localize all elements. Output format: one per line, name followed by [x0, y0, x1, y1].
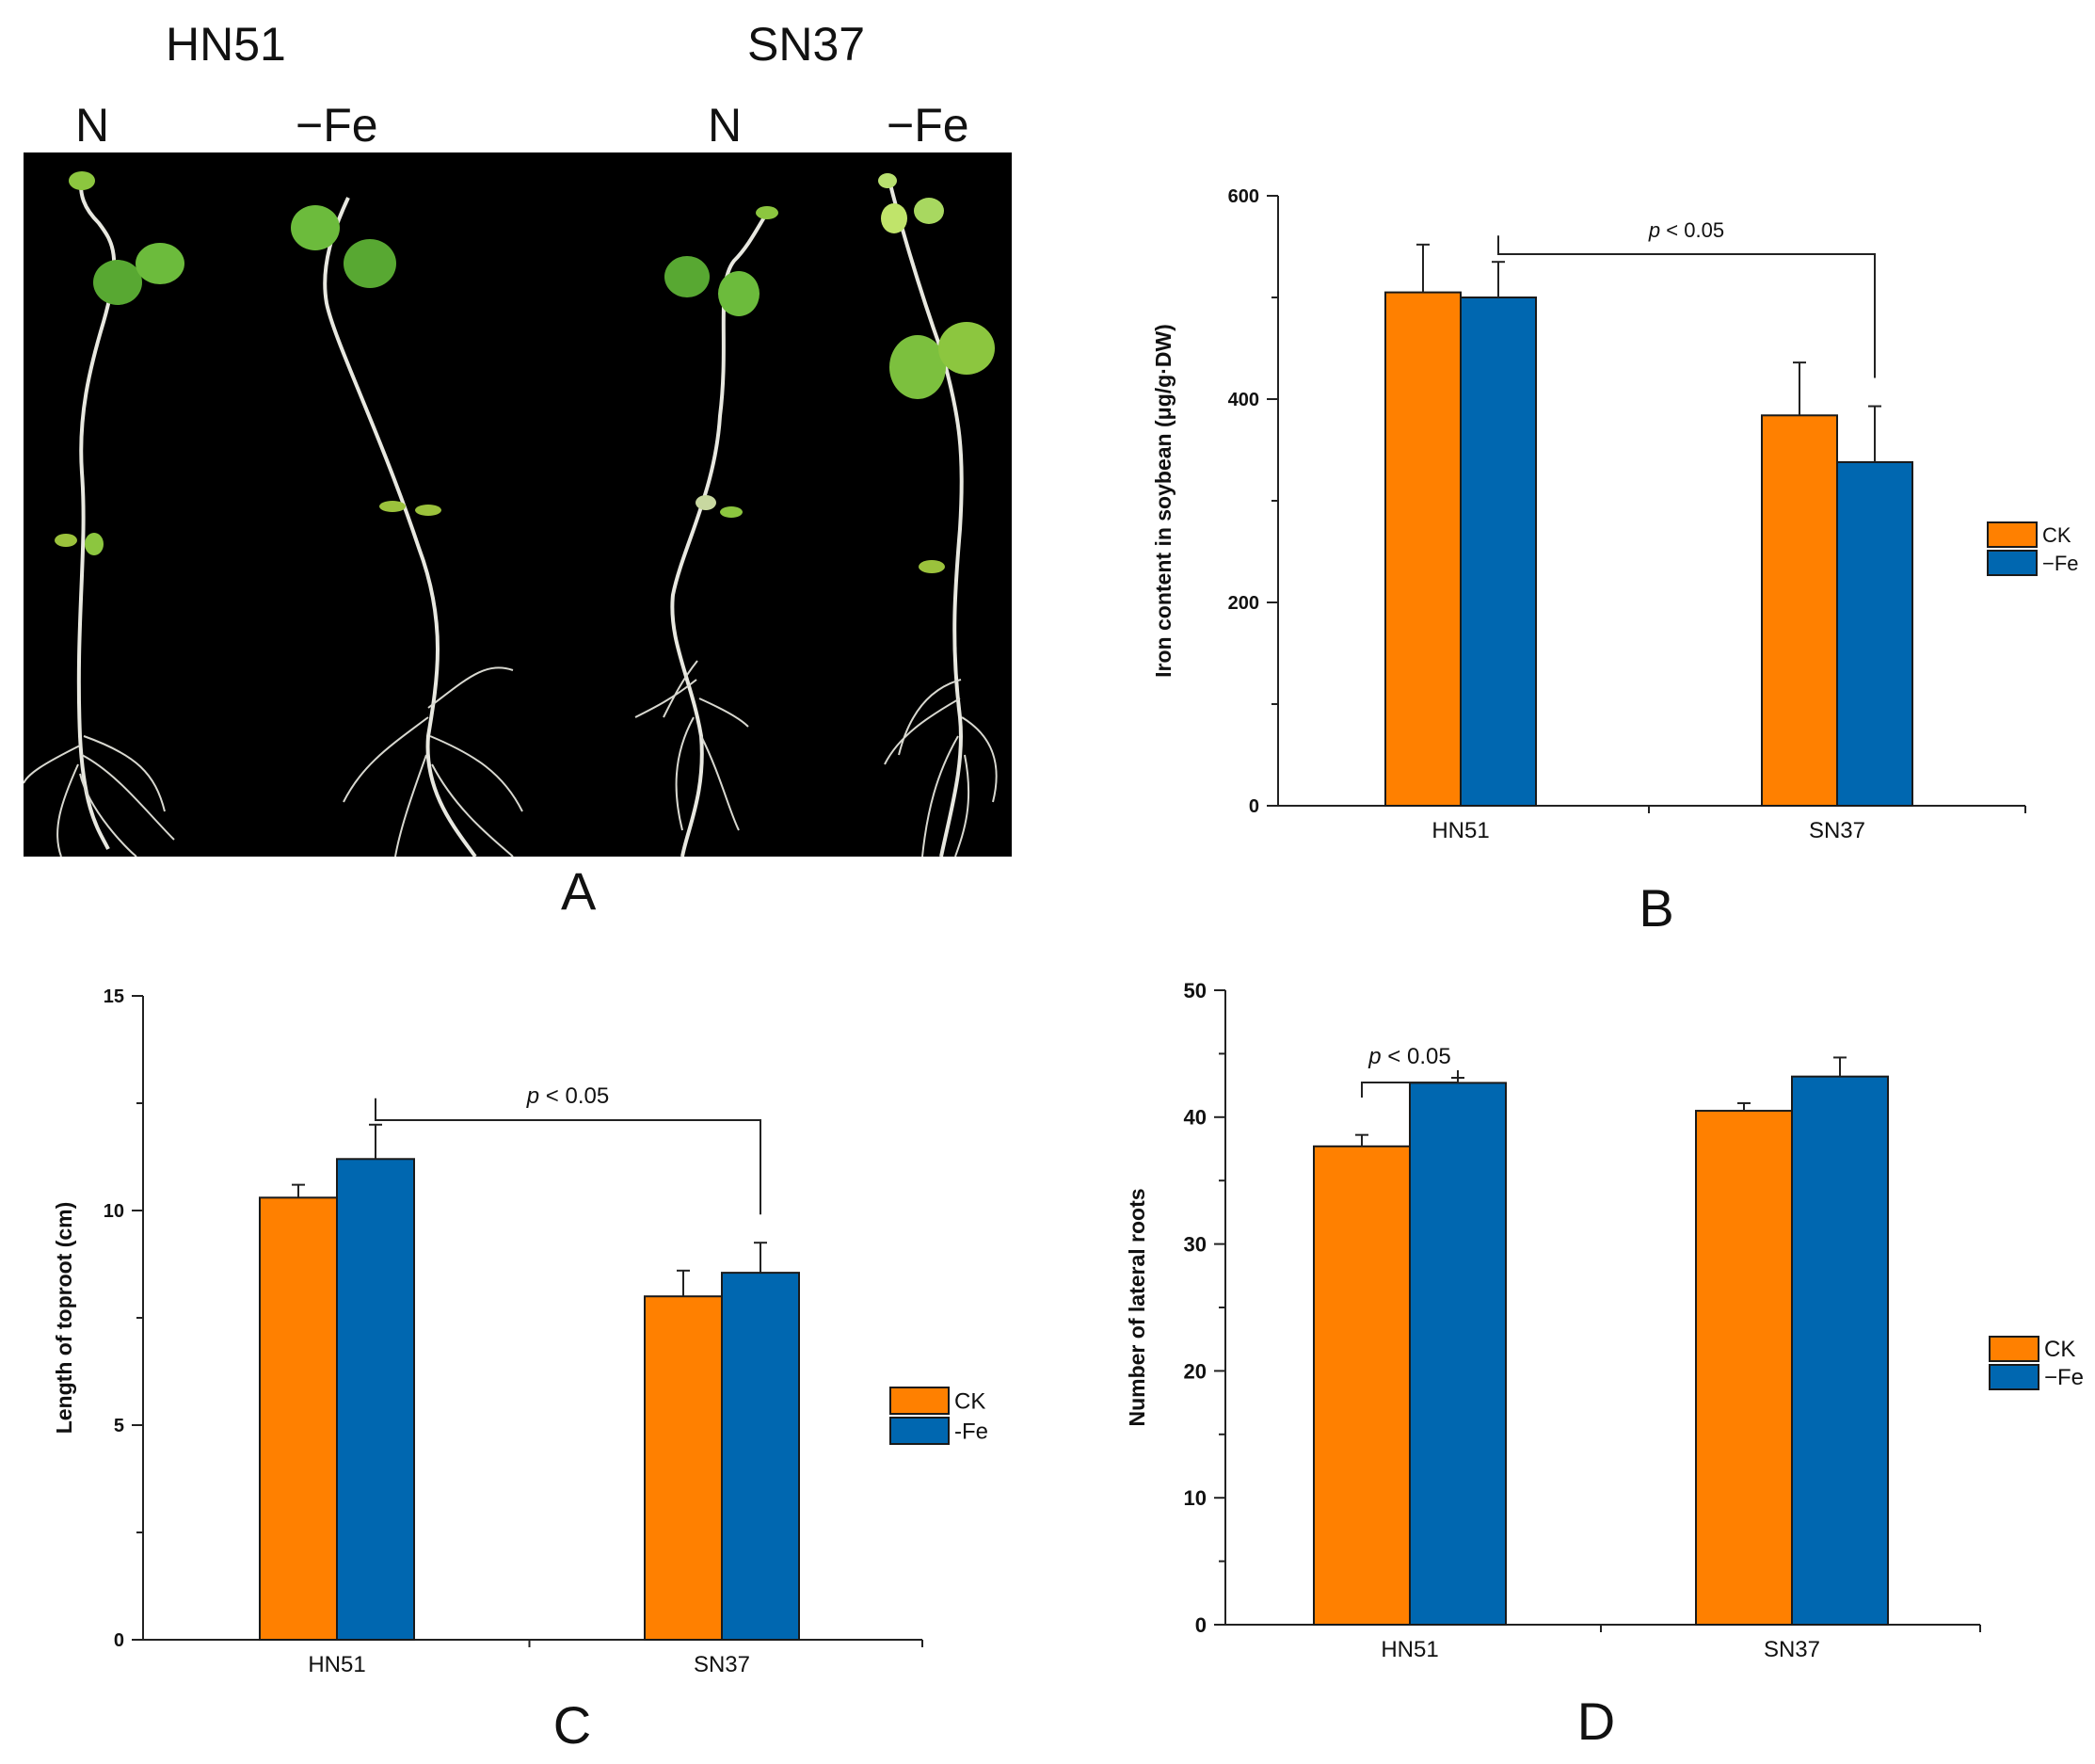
- chart-toproot-length: 0 5 10 15 Length of toproot (cm) HN51 SN37 p < …: [52, 986, 988, 1755]
- treatment-label-hn51-fe: −Fe: [296, 99, 378, 152]
- significance-annotation: p < 0.05: [1361, 1044, 1459, 1098]
- seedling-hn51-n: [24, 171, 184, 857]
- significance-bracket: [1361, 1070, 1459, 1098]
- x-category-label: SN37: [1764, 1637, 1820, 1662]
- x-category-label: SN37: [694, 1652, 750, 1677]
- significance-text: p < 0.05: [526, 1083, 609, 1109]
- bar-fe-hn51: [336, 1158, 415, 1641]
- y-tick-label: 15: [104, 986, 124, 1007]
- legend-label-ck: CK: [2042, 523, 2071, 547]
- chart-lateral-roots: 0 10 20 30 40 50 Number of lateral roots HN51 SN…: [1125, 979, 2084, 1751]
- bar-ck-hn51: [1313, 1145, 1411, 1627]
- x-category-label: HN51: [308, 1652, 365, 1677]
- legend-swatch-fe: [1989, 1364, 2039, 1390]
- significance-bracket: [1497, 235, 1876, 378]
- significance-annotation: p < 0.05: [1497, 218, 1876, 378]
- bar-fe-hn51: [1460, 297, 1537, 807]
- cultivar-label-hn51: HN51: [166, 18, 286, 71]
- p-symbol: p: [526, 1083, 546, 1109]
- significance-text: p < 0.05: [1367, 1044, 1450, 1069]
- legend-label-fe: −Fe: [2044, 1365, 2084, 1390]
- bar-ck-hn51: [259, 1196, 338, 1641]
- p-symbol: p: [1367, 1044, 1387, 1069]
- legend-label-fe: -Fe: [954, 1419, 988, 1444]
- bar-ck-sn37: [1761, 414, 1838, 807]
- legend-label-fe: −Fe: [2042, 552, 2079, 575]
- legend-label-ck: CK: [2044, 1337, 2075, 1362]
- bar-ck-hn51: [1384, 291, 1462, 808]
- treatment-label-sn37-fe: −Fe: [887, 99, 969, 152]
- photo-background: [24, 152, 1012, 857]
- p-symbol: p: [1648, 218, 1666, 242]
- cultivar-label-sn37: SN37: [747, 18, 866, 71]
- x-category-label: SN37: [1809, 818, 1865, 843]
- y-tick-label: 10: [1184, 1486, 1207, 1510]
- bar-fe-sn37: [721, 1272, 800, 1641]
- panel-letter-b: B: [1639, 878, 1673, 938]
- y-tick-label: 200: [1228, 593, 1259, 614]
- y-tick-label: 400: [1228, 390, 1259, 410]
- x-category-label: HN51: [1431, 818, 1489, 843]
- y-tick-label: 0: [1249, 796, 1259, 817]
- y-tick-label: 0: [114, 1630, 124, 1651]
- y-axis-label: Number of lateral roots: [1125, 1188, 1149, 1426]
- bar-fe-sn37: [1791, 1075, 1889, 1626]
- y-tick-label: 40: [1184, 1106, 1207, 1130]
- legend-swatch-fe: [889, 1417, 950, 1445]
- y-tick-label: 10: [104, 1201, 124, 1222]
- p-threshold: < 0.05: [1387, 1044, 1450, 1069]
- legend-swatch-ck: [1987, 521, 2038, 548]
- seedling-sn37-fe: [878, 173, 998, 857]
- significance-annotation: p < 0.05: [375, 1083, 761, 1215]
- significance-bracket: [375, 1098, 761, 1215]
- treatment-label-hn51-n: N: [75, 99, 110, 152]
- p-threshold: < 0.05: [546, 1083, 609, 1109]
- legend-swatch-ck: [889, 1387, 950, 1415]
- seedling-hn51-fe: [291, 197, 523, 857]
- y-tick-label: 5: [114, 1416, 124, 1436]
- y-axis-label: Length of toproot (cm): [52, 1202, 76, 1435]
- y-tick-label: 0: [1195, 1613, 1207, 1637]
- bar-fe-sn37: [1836, 460, 1913, 807]
- y-tick-label: 20: [1184, 1359, 1207, 1383]
- y-tick-label: 30: [1184, 1233, 1207, 1257]
- panel-letter-c: C: [553, 1695, 591, 1755]
- y-tick-label: 50: [1184, 979, 1207, 1002]
- treatment-label-sn37-n: N: [708, 99, 743, 152]
- seedling-photo: [24, 152, 1012, 857]
- y-tick-label: 600: [1228, 186, 1259, 207]
- bar-fe-hn51: [1409, 1082, 1507, 1627]
- bar-ck-sn37: [1695, 1110, 1793, 1626]
- legend-swatch-ck: [1989, 1336, 2039, 1362]
- chart-iron-content: 0 200 400 600 Iron content in soybean (μg/g·…: [1151, 186, 2079, 938]
- significance-text: p < 0.05: [1648, 218, 1724, 242]
- bar-ck-sn37: [644, 1295, 723, 1641]
- panel-letter-d: D: [1577, 1692, 1615, 1751]
- legend-label-ck: CK: [954, 1388, 985, 1414]
- x-category-label: HN51: [1381, 1637, 1438, 1662]
- seedling-sn37-n: [634, 206, 778, 857]
- legend-swatch-fe: [1987, 550, 2038, 576]
- panel-letter-a: A: [561, 861, 597, 921]
- p-threshold: < 0.05: [1666, 218, 1724, 242]
- y-axis-label: Iron content in soybean (μg/g·DW): [1151, 324, 1175, 678]
